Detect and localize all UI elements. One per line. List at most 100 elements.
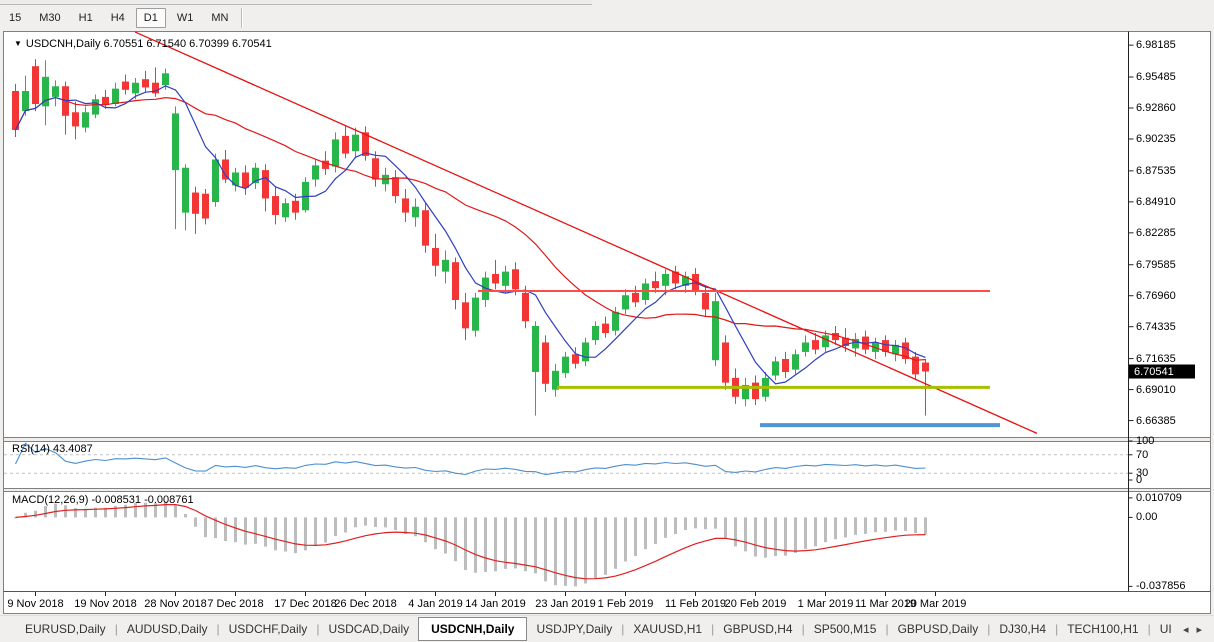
macd-histogram-bar — [114, 505, 117, 518]
chart-ohlc-values: 6.70551 6.71540 6.70399 6.70541 — [103, 38, 272, 50]
timeframe-button-d1[interactable]: D1 — [135, 8, 166, 28]
price-axis-label: 6.84910 — [1136, 195, 1176, 208]
tab-separator: | — [316, 622, 320, 636]
macd-histogram-bar — [524, 517, 527, 572]
macd-histogram-bar — [464, 517, 467, 571]
timeframe-button-15[interactable]: 15 — [9, 12, 22, 24]
chart-tab-audusd[interactable]: AUDUSD,Daily — [126, 622, 208, 636]
candle-body — [102, 96, 109, 106]
candle-body — [122, 81, 129, 90]
chart-tab-tech100[interactable]: TECH100,H1 — [1067, 622, 1139, 636]
timeframe-button-h4[interactable]: H4 — [110, 12, 125, 24]
candle-body — [342, 135, 349, 154]
descending-trendline[interactable] — [134, 31, 1038, 434]
macd-histogram-bar — [364, 517, 367, 526]
candle-body — [492, 273, 499, 284]
macd-histogram-bar — [314, 517, 317, 546]
tab-scroll-left-icon[interactable]: ◂ — [1182, 623, 1189, 636]
macd-histogram-bar — [24, 512, 27, 518]
macd-histogram-bar — [584, 517, 587, 584]
chart-tab-eurusd[interactable]: EURUSD,Daily — [25, 622, 106, 636]
timeframe-button-w1[interactable]: W1 — [176, 12, 194, 24]
date-axis-label: 14 Jan 2019 — [465, 598, 526, 610]
date-axis-label: 20 Mar 2019 — [904, 598, 967, 610]
macd-histogram-bar — [824, 517, 827, 543]
macd-histogram-bar — [394, 517, 397, 531]
current-price-tag: 6.70541 — [1134, 365, 1174, 378]
candle-body — [202, 193, 209, 219]
macd-histogram-bar — [54, 503, 57, 518]
macd-histogram-bar — [404, 517, 407, 534]
macd-histogram-bar — [554, 517, 557, 586]
tab-scroll-right-icon[interactable]: ▸ — [1196, 623, 1202, 636]
macd-histogram-bar — [854, 517, 857, 535]
candle-body — [422, 210, 429, 246]
rsi-line — [15, 442, 926, 476]
macd-histogram-bar — [784, 517, 787, 556]
tab-separator: | — [885, 622, 889, 636]
tab-separator: | — [1147, 622, 1151, 636]
macd-histogram-bar — [334, 517, 337, 537]
tab-separator: | — [711, 622, 715, 636]
candle-body — [852, 338, 859, 349]
rsi-axis-label: 30 — [1136, 467, 1149, 480]
upper-toolbar-edge — [0, 0, 592, 5]
macd-histogram-bar — [424, 517, 427, 543]
macd-histogram-bar — [344, 517, 347, 533]
chart-tab-usdcad[interactable]: USDCAD,Daily — [328, 622, 410, 636]
chart-tab-usdcnh[interactable]: USDCNH,Daily — [418, 617, 528, 641]
candle-body — [92, 99, 99, 115]
macd-histogram-bar — [884, 517, 887, 532]
candle-body — [252, 167, 259, 184]
candle-body — [452, 262, 459, 300]
macd-axis-label: -0.037856 — [1136, 580, 1186, 593]
chart-tab-bar: EURUSD,Daily | AUDUSD,Daily | USDCHF,Daily | U… — [0, 615, 1214, 642]
macd-histogram-bar — [274, 517, 277, 551]
chart-tab-xauusd[interactable]: XAUUSD,H1 — [633, 622, 703, 636]
timeframe-button-h1[interactable]: H1 — [78, 12, 93, 24]
ma-fast-line — [14, 85, 926, 385]
tab-separator: | — [801, 622, 805, 636]
candle-body — [902, 342, 909, 360]
candle-body — [632, 292, 639, 303]
macd-histogram-bar — [34, 510, 37, 518]
candle-body — [832, 333, 839, 341]
candle-body — [222, 159, 229, 180]
chart-tab-usdchf[interactable]: USDCHF,Daily — [228, 622, 308, 636]
candle-body — [722, 342, 729, 383]
macd-histogram-bar — [14, 517, 17, 519]
chart-tab-usdjpy[interactable]: USDJPY,Daily — [536, 622, 613, 636]
price-axis-label: 6.69010 — [1136, 383, 1176, 396]
macd-histogram-bar — [284, 517, 287, 552]
tab-scroll-arrows: ◂ ▸ — [1183, 623, 1214, 636]
candle-body — [812, 340, 819, 350]
rsi-axis-label: 70 — [1136, 448, 1149, 461]
macd-histogram-bar — [384, 517, 387, 528]
macd-histogram-bar — [904, 517, 907, 531]
tab-separator: | — [1055, 622, 1059, 636]
candle-body — [782, 359, 789, 372]
candle-body — [542, 342, 549, 384]
chart-tab-dj30[interactable]: DJ30,H4 — [999, 622, 1047, 636]
tab-separator: | — [621, 622, 625, 636]
macd-histogram-bar — [894, 517, 897, 531]
macd-histogram-bar — [254, 517, 257, 544]
candle-body — [22, 90, 29, 112]
macd-histogram-bar — [204, 517, 207, 538]
candle-body — [462, 302, 469, 329]
chart-dropdown-icon[interactable]: ▼ — [14, 39, 22, 48]
macd-histogram-bar — [744, 517, 747, 552]
timeframe-button-m30[interactable]: M30 — [39, 12, 61, 24]
candle-body — [682, 276, 689, 286]
price-axis-label: 6.92860 — [1136, 102, 1176, 114]
chart-tab-gbpusd[interactable]: GBPUSD,H4 — [723, 622, 793, 636]
candle-body — [142, 79, 149, 88]
macd-histogram-bar — [704, 517, 707, 530]
candle-body — [232, 172, 239, 186]
chart-tab-ui[interactable]: UI — [1159, 622, 1172, 636]
timeframe-button-mn[interactable]: MN — [211, 12, 229, 24]
chart-tab-sp500[interactable]: SP500,M15 — [813, 622, 877, 636]
chart-tab-gbpusd[interactable]: GBPUSD,Daily — [897, 622, 979, 636]
